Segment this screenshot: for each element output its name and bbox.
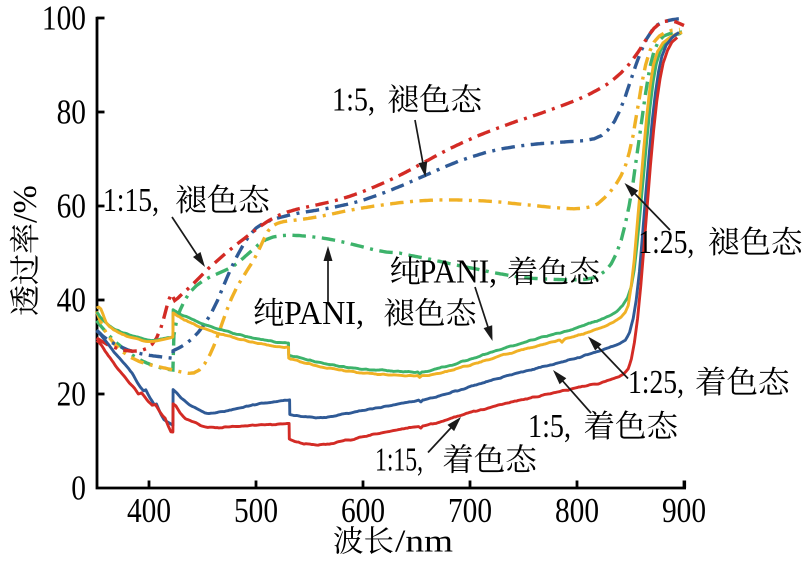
svg-text:800: 800 — [555, 491, 599, 530]
svg-text:1:15,: 1:15, — [103, 182, 159, 219]
svg-text:PANI,: PANI, — [284, 295, 364, 332]
svg-text:/%: /% — [7, 185, 44, 223]
svg-text:900: 900 — [662, 491, 706, 530]
svg-text:20: 20 — [57, 375, 86, 414]
svg-text:60: 60 — [57, 187, 86, 226]
svg-text:1:5,: 1:5, — [332, 82, 375, 119]
svg-text:/nm: /nm — [395, 523, 453, 559]
svg-text:1:15,: 1:15, — [375, 442, 423, 479]
svg-text:1:5,: 1:5, — [528, 408, 571, 445]
svg-text:80: 80 — [57, 93, 86, 132]
svg-text:500: 500 — [234, 491, 278, 530]
svg-text:0: 0 — [71, 469, 86, 508]
svg-text:1:25,: 1:25, — [638, 224, 694, 261]
svg-text:100: 100 — [42, 0, 86, 38]
svg-text:600: 600 — [341, 491, 385, 530]
svg-text:700: 700 — [448, 491, 492, 530]
svg-text:400: 400 — [127, 491, 171, 530]
svg-text:1:25,: 1:25, — [628, 364, 684, 401]
svg-text:PANI,: PANI, — [419, 254, 497, 291]
svg-text:40: 40 — [57, 281, 86, 320]
